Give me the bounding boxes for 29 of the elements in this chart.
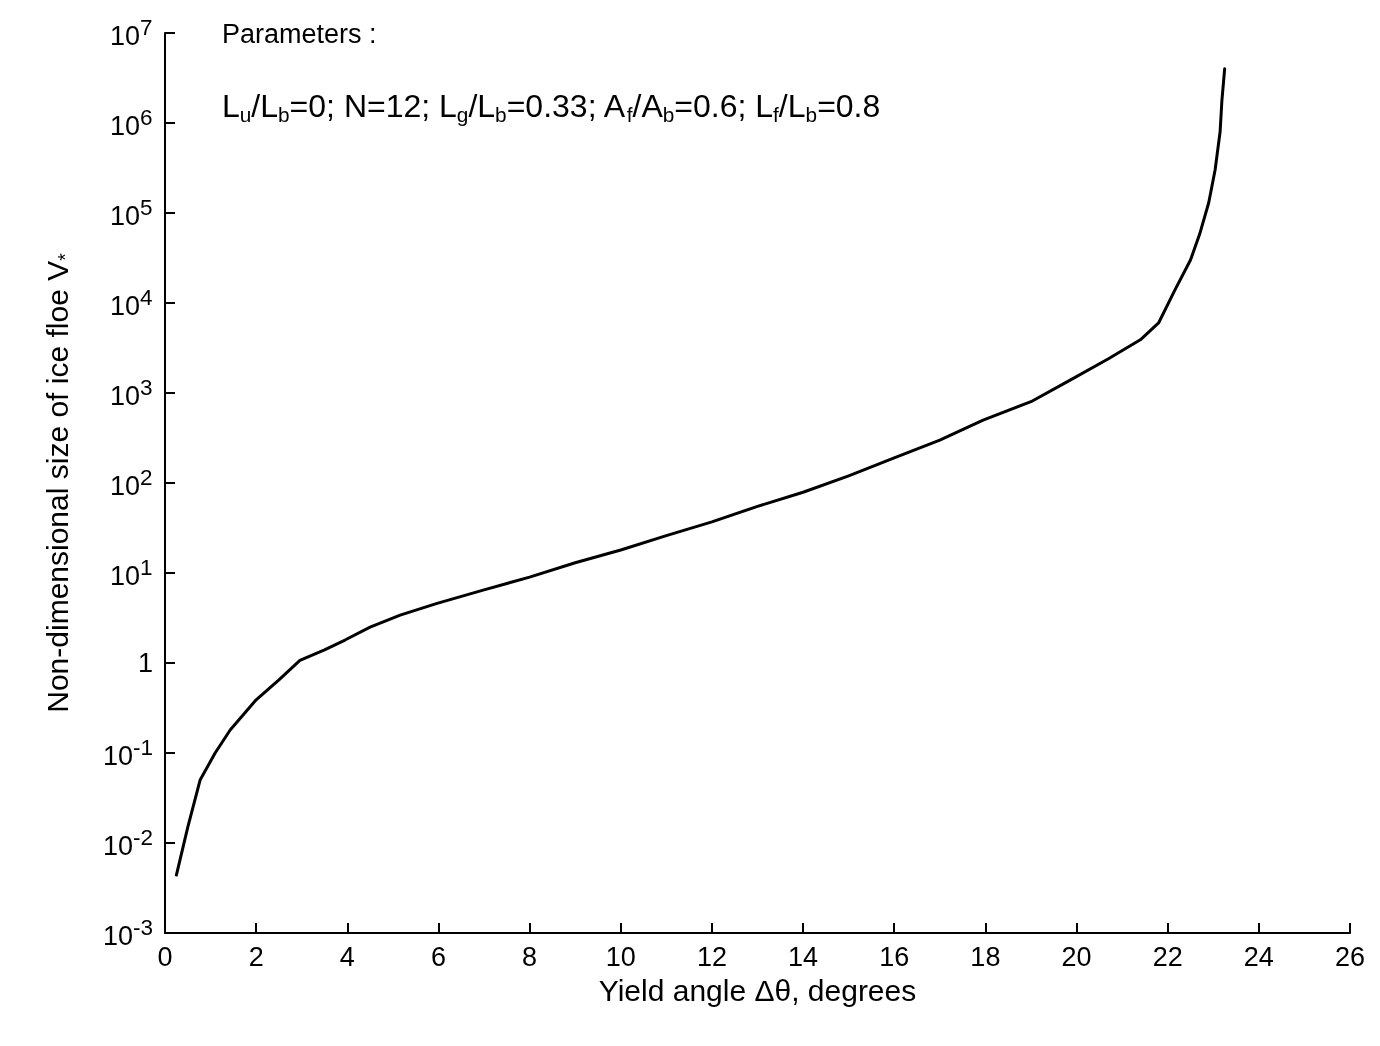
x-tick-label: 0 <box>157 941 173 972</box>
y-tick-label: 10$^{-1}$ <box>103 734 154 771</box>
x-tick-label: 8 <box>522 941 538 972</box>
x-tick-label: 6 <box>430 941 446 972</box>
y-tick-label: 10$^{5}$ <box>110 194 153 231</box>
y-tick-label: 10$^{-2}$ <box>103 824 154 861</box>
annotation: Parameters : <box>222 18 377 49</box>
y-tick-label: 10$^{2}$ <box>110 464 153 501</box>
x-tick-label: 16 <box>879 941 910 972</box>
x-tick-label: 24 <box>1243 941 1274 972</box>
y-tick-label: 10$^{1}$ <box>110 554 153 591</box>
line-series <box>174 67 1227 877</box>
y-tick-label: 10$^{7}$ <box>110 14 153 51</box>
x-tick-label: 26 <box>1334 941 1366 972</box>
x-tick-label: 18 <box>970 941 1001 972</box>
x-tick-label: 4 <box>339 941 355 972</box>
y-tick-label: 10$^{6}$ <box>110 104 153 141</box>
y-tick-label: 10$^{4}$ <box>110 284 153 321</box>
x-tick-label: 20 <box>1061 941 1092 972</box>
y-tick-label: 1 <box>138 647 154 678</box>
x-tick-label: 22 <box>1152 941 1183 972</box>
x-tick-label: 14 <box>788 941 819 972</box>
y-axis-title: Non-dimensional size of ice floe V* <box>41 252 76 713</box>
x-tick-label: 2 <box>248 941 264 972</box>
y-tick-label: 10$^{-3}$ <box>103 914 154 951</box>
x-tick-label: 10 <box>605 941 636 972</box>
y-tick-label: 10$^{3}$ <box>110 374 153 411</box>
x-axis-title: Yield angle Δθ, degrees <box>598 973 917 1007</box>
x-tick-label: 12 <box>696 941 727 972</box>
